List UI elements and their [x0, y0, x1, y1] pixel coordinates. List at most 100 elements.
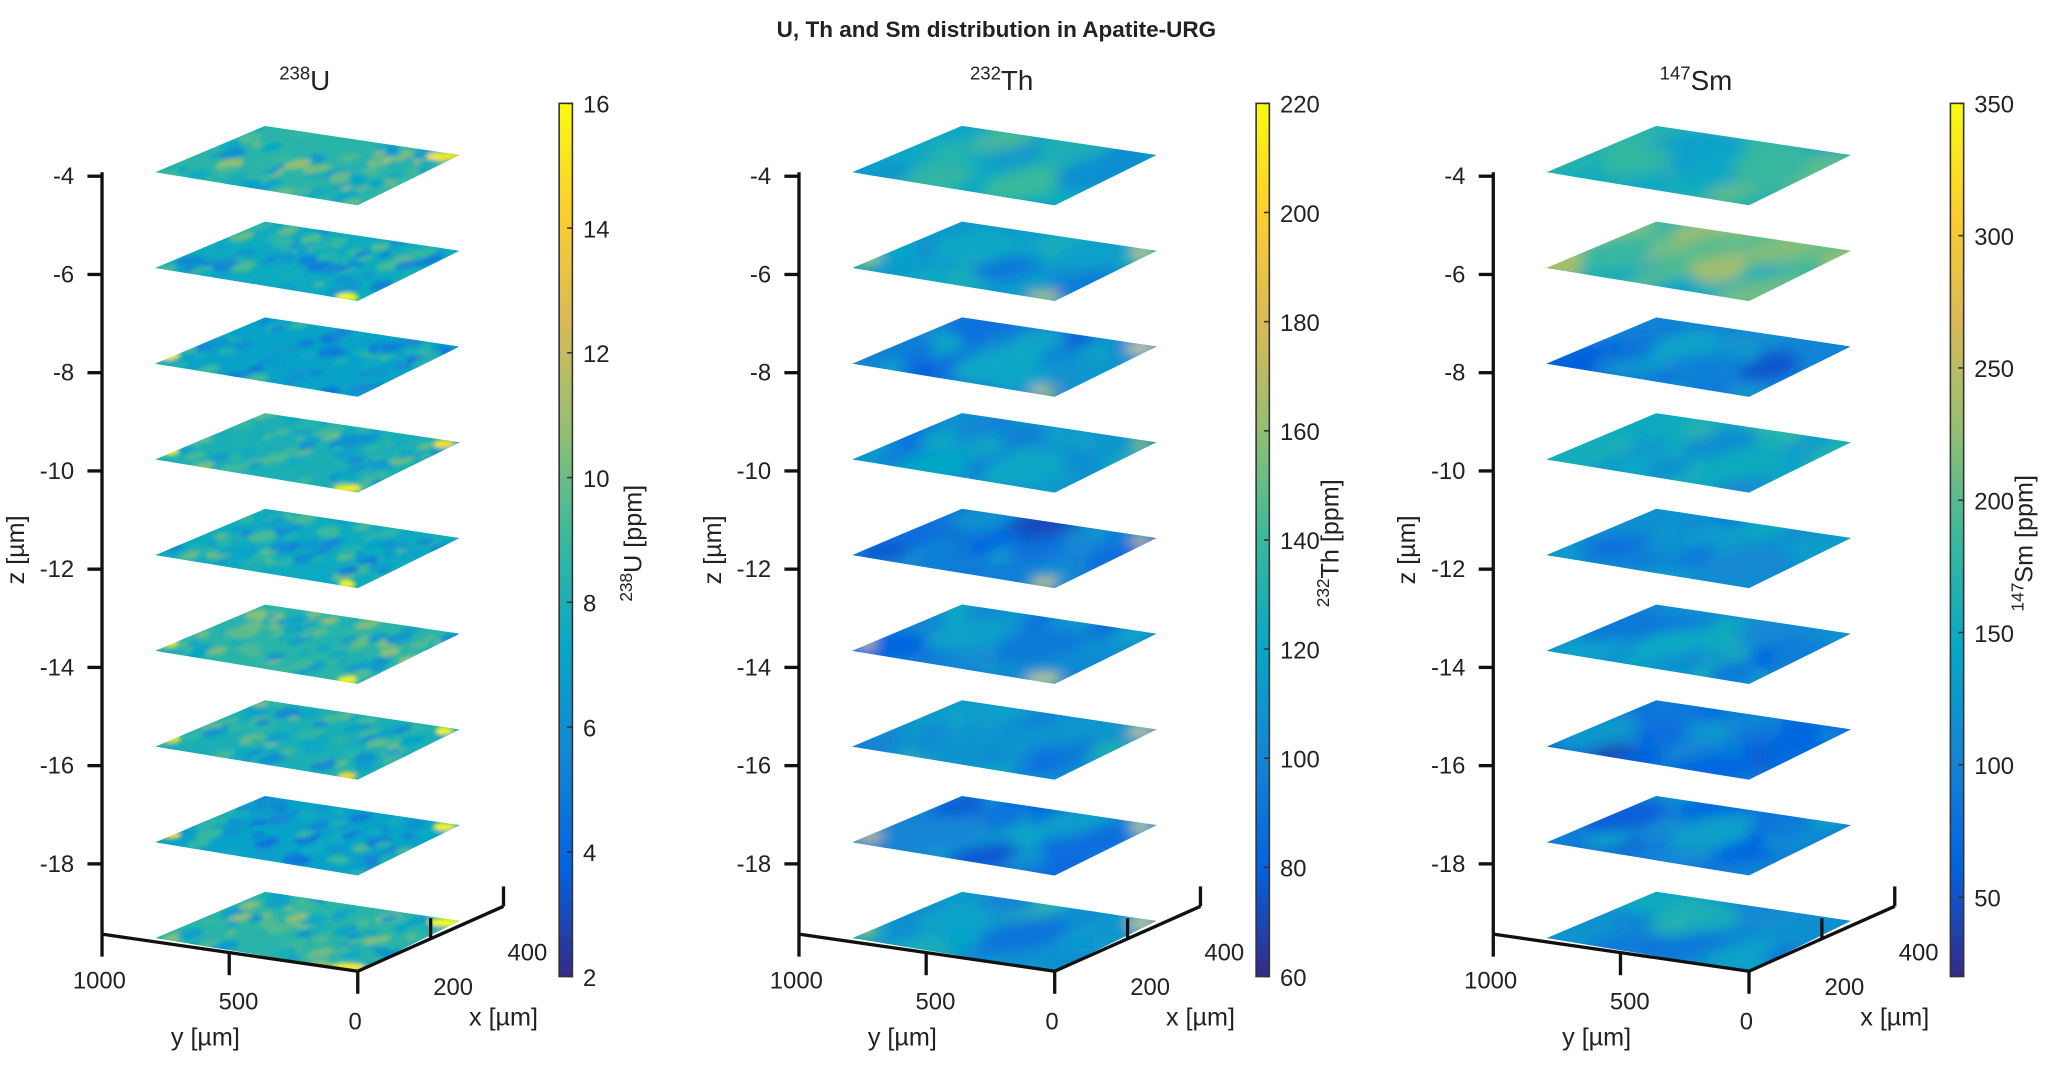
slab-texture-mark	[367, 561, 393, 572]
z-tick-label: -12	[737, 556, 771, 583]
slab-texture-mark	[257, 918, 279, 928]
colorbar-tick-label: 60	[1280, 965, 1307, 992]
y-axis-label: y [µm]	[171, 1023, 240, 1051]
slab-texture-mark	[319, 538, 344, 548]
slab-texture-mark	[421, 344, 433, 349]
x-tick-label: 400	[1204, 940, 1244, 967]
slab-texture-mark	[894, 728, 932, 744]
slab-texture-mark	[314, 735, 330, 742]
slab-texture-mark	[271, 347, 283, 352]
slab-hotspot	[1129, 535, 1152, 544]
slab-texture-mark	[238, 133, 262, 144]
slab-texture-mark	[223, 175, 250, 186]
slab-z7	[155, 795, 460, 876]
slab-texture-mark	[1757, 350, 1790, 364]
slab-texture-mark	[326, 622, 339, 628]
slab-texture-mark	[252, 433, 267, 440]
slab-hotspot	[1028, 580, 1060, 589]
slab-texture-mark	[263, 613, 278, 620]
slab-texture-mark	[405, 934, 418, 940]
slab-texture-mark	[247, 530, 276, 542]
slab-texture-mark	[1630, 628, 1712, 662]
slab-texture-mark	[368, 179, 387, 187]
slab-texture-mark	[296, 339, 315, 347]
slab-texture-mark	[205, 338, 230, 349]
slab-texture-mark	[1705, 183, 1753, 203]
slab-texture-mark	[291, 243, 311, 251]
slab-z5	[155, 604, 460, 685]
slab-texture-mark	[435, 741, 447, 746]
slab-hotspot	[435, 726, 453, 735]
slab-texture-mark	[265, 652, 286, 661]
slab-texture-mark	[262, 452, 291, 464]
slab-texture-mark	[202, 919, 217, 925]
slab-texture-mark	[322, 713, 343, 723]
slab-texture-mark	[368, 470, 390, 480]
slab-texture-mark	[267, 624, 282, 630]
slab-texture-mark	[418, 452, 432, 459]
slab-texture-mark	[253, 659, 269, 666]
colorbar-tick-label: 200	[1974, 489, 2014, 516]
slab-texture-mark	[274, 424, 288, 431]
slab-texture-mark	[280, 247, 292, 252]
slab-texture-mark	[992, 146, 1044, 168]
slab-texture-mark	[299, 233, 324, 244]
slab-texture-mark	[274, 707, 300, 719]
slab-texture-mark	[187, 543, 209, 553]
slab-texture-mark	[416, 159, 440, 169]
colorbar-tick-label: 4	[583, 840, 596, 867]
slab-texture-mark	[237, 435, 248, 440]
slab-texture-mark	[215, 940, 240, 951]
slab-texture-mark	[309, 924, 331, 934]
slab-texture-mark	[363, 272, 375, 278]
slab-texture-mark	[334, 642, 354, 651]
slab-texture-mark	[206, 646, 228, 656]
z-tick-label: -8	[53, 360, 74, 387]
slab-texture-mark	[423, 634, 438, 641]
colorbar-tick-label: 160	[1280, 419, 1320, 446]
slab-texture-mark	[1667, 813, 1760, 852]
slab-texture-mark	[394, 635, 413, 643]
slab-hotspot	[160, 447, 179, 456]
slab-texture-mark	[232, 255, 248, 262]
slab-texture-mark	[260, 143, 280, 152]
slab-texture-mark	[1001, 756, 1033, 770]
slab-texture-mark	[348, 740, 360, 746]
slab-texture-mark	[379, 648, 401, 657]
slab-texture-mark	[310, 759, 338, 771]
slab-texture-mark	[329, 328, 354, 339]
y-tick-label: 0	[348, 1009, 361, 1036]
slab-texture-mark	[1591, 356, 1623, 370]
slab-texture-mark	[319, 616, 339, 625]
slab-texture-mark	[363, 537, 390, 548]
slab-texture-mark	[357, 361, 379, 370]
slab-texture-mark	[376, 528, 400, 538]
slab-texture-mark	[1761, 815, 1815, 838]
slab-texture-mark	[300, 914, 327, 926]
slab-texture-mark	[1723, 925, 1760, 940]
slab-texture-mark	[393, 928, 410, 935]
y-axis-label: y [µm]	[868, 1023, 937, 1051]
slab-texture-mark	[395, 548, 407, 553]
slab-texture-mark	[272, 238, 295, 248]
slab-texture-mark	[201, 727, 223, 737]
x-axis-label: x [µm]	[1166, 1004, 1235, 1032]
slab-texture-mark	[344, 173, 369, 183]
slab-texture-mark	[354, 619, 378, 630]
slab-texture-mark	[352, 184, 372, 193]
slab-hotspot	[1026, 676, 1062, 685]
z-tick-label: -6	[1444, 261, 1465, 288]
y-tick-label: 500	[916, 989, 956, 1016]
colorbar-tick-label: 300	[1974, 224, 2014, 251]
slab-z1	[1546, 221, 1852, 302]
slab-texture-mark	[1706, 662, 1758, 683]
slab-texture-mark	[979, 916, 1069, 954]
slab-texture-mark	[173, 265, 186, 271]
x-tick-label: 400	[507, 940, 547, 967]
slab-texture-mark	[1788, 433, 1833, 453]
slab-texture-mark	[298, 727, 327, 739]
slab-texture-mark	[336, 946, 351, 953]
slab-texture-mark	[211, 453, 229, 461]
slab-texture-mark	[274, 806, 288, 813]
